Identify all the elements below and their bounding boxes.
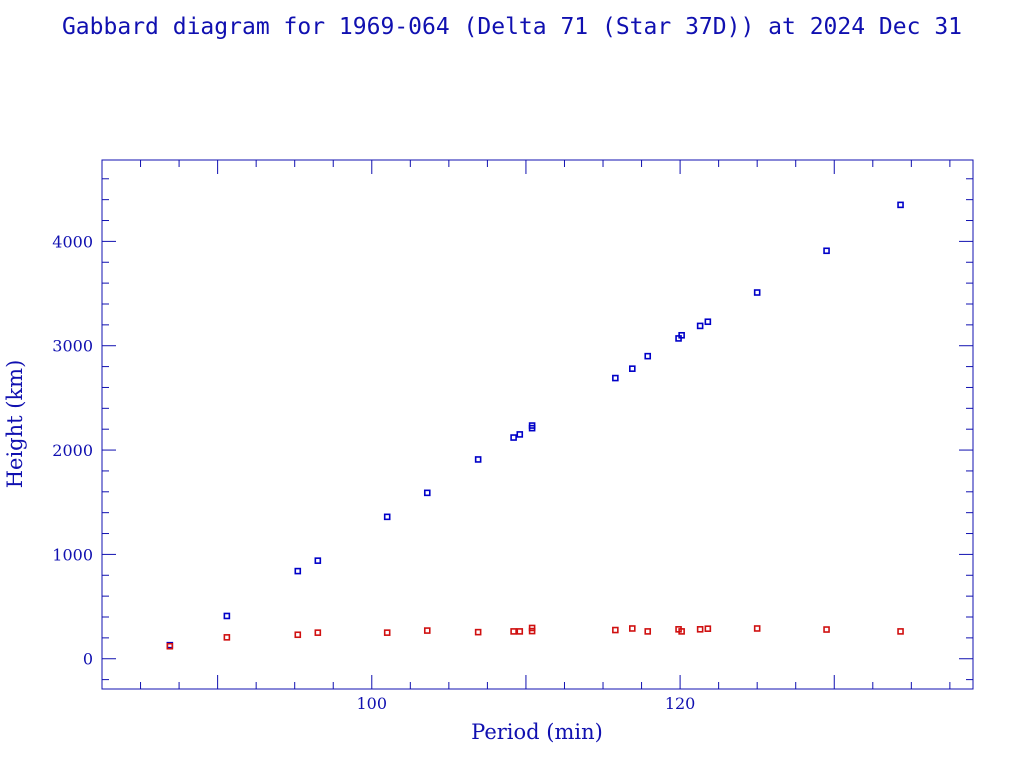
perigee-point bbox=[474, 628, 482, 636]
x-tick-label: 120 bbox=[665, 694, 696, 713]
apogee-point bbox=[696, 322, 704, 330]
chart-title: Gabbard diagram for 1969-064 (Delta 71 (… bbox=[61, 14, 963, 40]
apogee-point bbox=[223, 612, 231, 620]
apogee-point bbox=[629, 365, 636, 372]
y-tick-label: 4000 bbox=[52, 232, 93, 251]
apogee-point bbox=[294, 567, 302, 575]
y-tick-label: 0 bbox=[83, 650, 93, 669]
perigee-point bbox=[704, 625, 712, 632]
apogee-point bbox=[897, 201, 904, 209]
perigee-point bbox=[294, 631, 302, 639]
perigee-point bbox=[510, 628, 517, 635]
apogee-point bbox=[678, 331, 685, 339]
perigee-point bbox=[629, 625, 636, 632]
perigee-point bbox=[166, 642, 174, 650]
perigee-point bbox=[823, 626, 830, 633]
apogee-point bbox=[423, 489, 431, 497]
apogee-point bbox=[516, 431, 524, 438]
apogee-point bbox=[314, 557, 322, 564]
perigee-point bbox=[223, 634, 231, 641]
y-axis-label: Height (km) bbox=[3, 360, 27, 489]
perigee-point bbox=[644, 628, 652, 635]
perigee-point bbox=[423, 627, 431, 634]
tick-labels: 100 120 0 1000 2000 3000 4000 bbox=[52, 232, 695, 713]
x-axis-label: Period (min) bbox=[471, 720, 603, 744]
apogee-point bbox=[612, 374, 619, 382]
perigee-point bbox=[516, 628, 524, 635]
apogee-point bbox=[528, 422, 536, 429]
x-tick-label: 100 bbox=[357, 694, 388, 713]
plot-frame bbox=[101, 159, 974, 690]
perigee-point bbox=[753, 625, 761, 632]
y-tick-label: 3000 bbox=[52, 337, 93, 356]
y-tick-label: 1000 bbox=[52, 545, 93, 564]
data-points bbox=[166, 201, 904, 650]
apogee-point bbox=[383, 513, 391, 521]
apogee-point bbox=[753, 289, 761, 296]
perigee-point bbox=[314, 629, 322, 636]
apogee-point bbox=[510, 434, 517, 441]
perigee-point bbox=[678, 628, 685, 635]
apogee-point bbox=[823, 247, 830, 255]
perigee-point bbox=[696, 626, 704, 633]
apogee-point bbox=[644, 352, 652, 360]
y-tick-label: 2000 bbox=[52, 441, 93, 460]
axis-ticks bbox=[101, 160, 973, 689]
perigee-point bbox=[528, 627, 536, 635]
apogee-point bbox=[474, 456, 482, 463]
perigee-point bbox=[612, 626, 619, 634]
apogee-point bbox=[704, 318, 712, 326]
perigee-point bbox=[383, 629, 391, 636]
perigee-point bbox=[897, 628, 904, 635]
